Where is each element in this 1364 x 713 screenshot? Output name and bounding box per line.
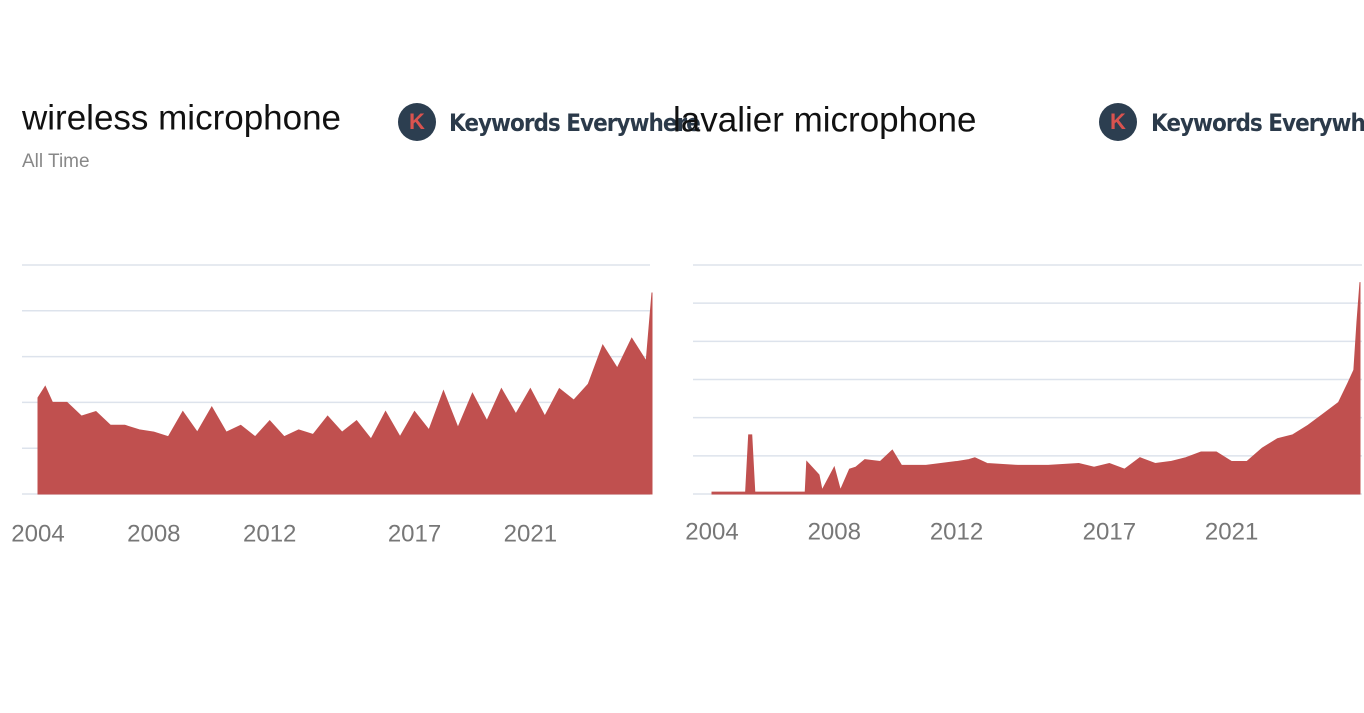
x-tick-label: 2012 [243,520,296,547]
logo-letter: K [1110,109,1126,134]
x-tick-label: 2004 [685,518,738,545]
brand: Keywords Everywhere [449,109,700,137]
logo-circle [398,103,436,141]
logo-letter: K [409,109,425,134]
chart-title: wireless microphone [21,98,341,137]
x-tick-label: 2021 [504,520,557,547]
chart-title: lavalier microphone [673,100,976,139]
logo-circle [1099,103,1137,141]
area [37,292,653,495]
x-tick-label: 2017 [388,520,441,547]
x-tick-label: 2021 [1205,518,1258,545]
x-tick-label: 2004 [11,520,64,547]
x-tick-label: 2008 [127,520,180,547]
x-tick-label: 2012 [930,518,983,545]
x-tick-label: 2017 [1083,518,1136,545]
area [711,282,1361,495]
brand: Keywords Everywhere [1151,109,1364,137]
x-tick-label: 2008 [808,518,861,545]
chart-subtitle: All Time [22,151,90,172]
